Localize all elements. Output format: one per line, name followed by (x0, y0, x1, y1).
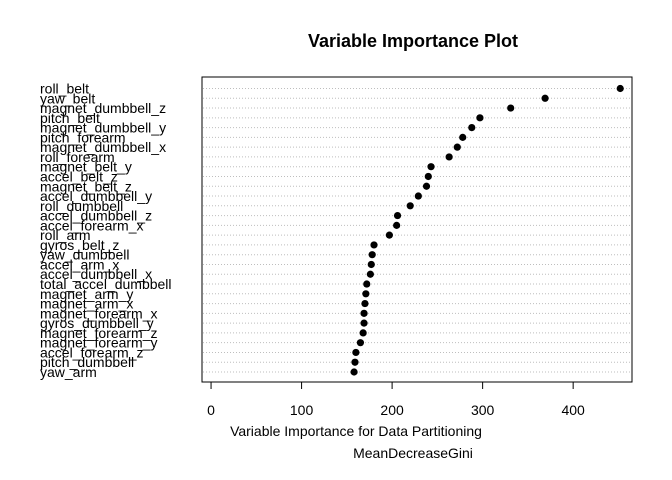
category-label: magnet_forearm_z (40, 325, 158, 341)
data-point (406, 202, 414, 210)
data-point (367, 260, 375, 269)
x-tick-label: 300 (471, 402, 495, 418)
category-label: magnet_dumbbell_z (40, 100, 166, 116)
category-label: accel_dumbbell_z (40, 208, 152, 224)
data-point (459, 133, 467, 141)
category-label: accel_dumbbell_x (40, 266, 152, 282)
category-label: accel_forearm_z (40, 344, 144, 360)
plot-frame (201, 76, 633, 383)
data-point (424, 172, 432, 181)
category-label: magnet_belt_y (40, 159, 132, 175)
data-point (356, 339, 365, 347)
category-label: roll_belt (40, 81, 89, 97)
data-point (360, 309, 368, 317)
category-label: magnet_arm_y (40, 286, 133, 302)
category-label: magnet_forearm_y (40, 335, 158, 351)
data-point (453, 143, 461, 151)
category-label: total_accel_dumbbell (40, 276, 172, 292)
data-point (368, 251, 376, 259)
data-point (363, 280, 371, 288)
data-point (361, 299, 369, 308)
category-label: roll_dumbbell (40, 198, 123, 214)
chart-subtitle: Variable Importance for Data Partitionin… (230, 423, 482, 439)
data-point (393, 211, 402, 220)
data-point (414, 192, 422, 200)
category-label: roll_forearm (40, 149, 115, 165)
data-point (385, 231, 393, 239)
x-tick-label: 100 (290, 402, 314, 418)
category-label: yaw_arm (40, 364, 97, 380)
data-point (427, 163, 435, 171)
category-label: yaw_dumbbell (40, 247, 130, 263)
data-point (362, 290, 370, 298)
category-label: accel_dumbbell_y (40, 188, 152, 204)
data-point (359, 329, 367, 337)
category-label: magnet_belt_z (40, 178, 132, 194)
x-axis: 0 100 200 300 400 (207, 381, 585, 418)
data-point (366, 270, 374, 278)
data-point (350, 368, 358, 376)
data-point (507, 104, 515, 112)
x-tick-label: 200 (380, 402, 404, 418)
category-label: accel_forearm_x (40, 217, 144, 233)
category-label: gyros_dumbbell_y (40, 315, 154, 331)
data-point (360, 319, 368, 327)
category-label: pitch_dumbbell (40, 354, 134, 370)
category-label: gyros_belt_z (40, 237, 119, 253)
category-label: pitch_forearm (40, 129, 126, 145)
category-label: accel_arm_x (40, 256, 119, 272)
data-point (445, 153, 453, 161)
data-point (370, 241, 378, 249)
category-label: yaw_belt (40, 90, 95, 106)
x-tick-label: 400 (561, 402, 585, 418)
data-point (541, 94, 549, 102)
category-label: pitch_belt (40, 110, 100, 126)
chart-title: Variable Importance Plot (308, 31, 518, 51)
category-label: magnet_dumbbell_y (40, 120, 166, 136)
category-label: magnet_dumbbell_x (40, 139, 166, 155)
data-point (468, 124, 476, 132)
data-point (393, 221, 401, 229)
data-point (352, 348, 360, 357)
data-point (616, 84, 624, 93)
x-tick-label: 0 (207, 402, 215, 418)
data-point (476, 114, 484, 122)
category-label: accel_belt_z (40, 168, 118, 184)
category-label: roll_arm (40, 227, 91, 243)
x-axis-label: MeanDecreaseGini (353, 445, 473, 461)
plot-rows: roll_beltyaw_beltmagnet_dumbbell_zpitch_… (40, 81, 631, 380)
category-label: magnet_arm_x (40, 296, 133, 312)
category-label: magnet_forearm_x (40, 305, 158, 321)
data-point (422, 182, 431, 190)
data-point (351, 358, 359, 366)
